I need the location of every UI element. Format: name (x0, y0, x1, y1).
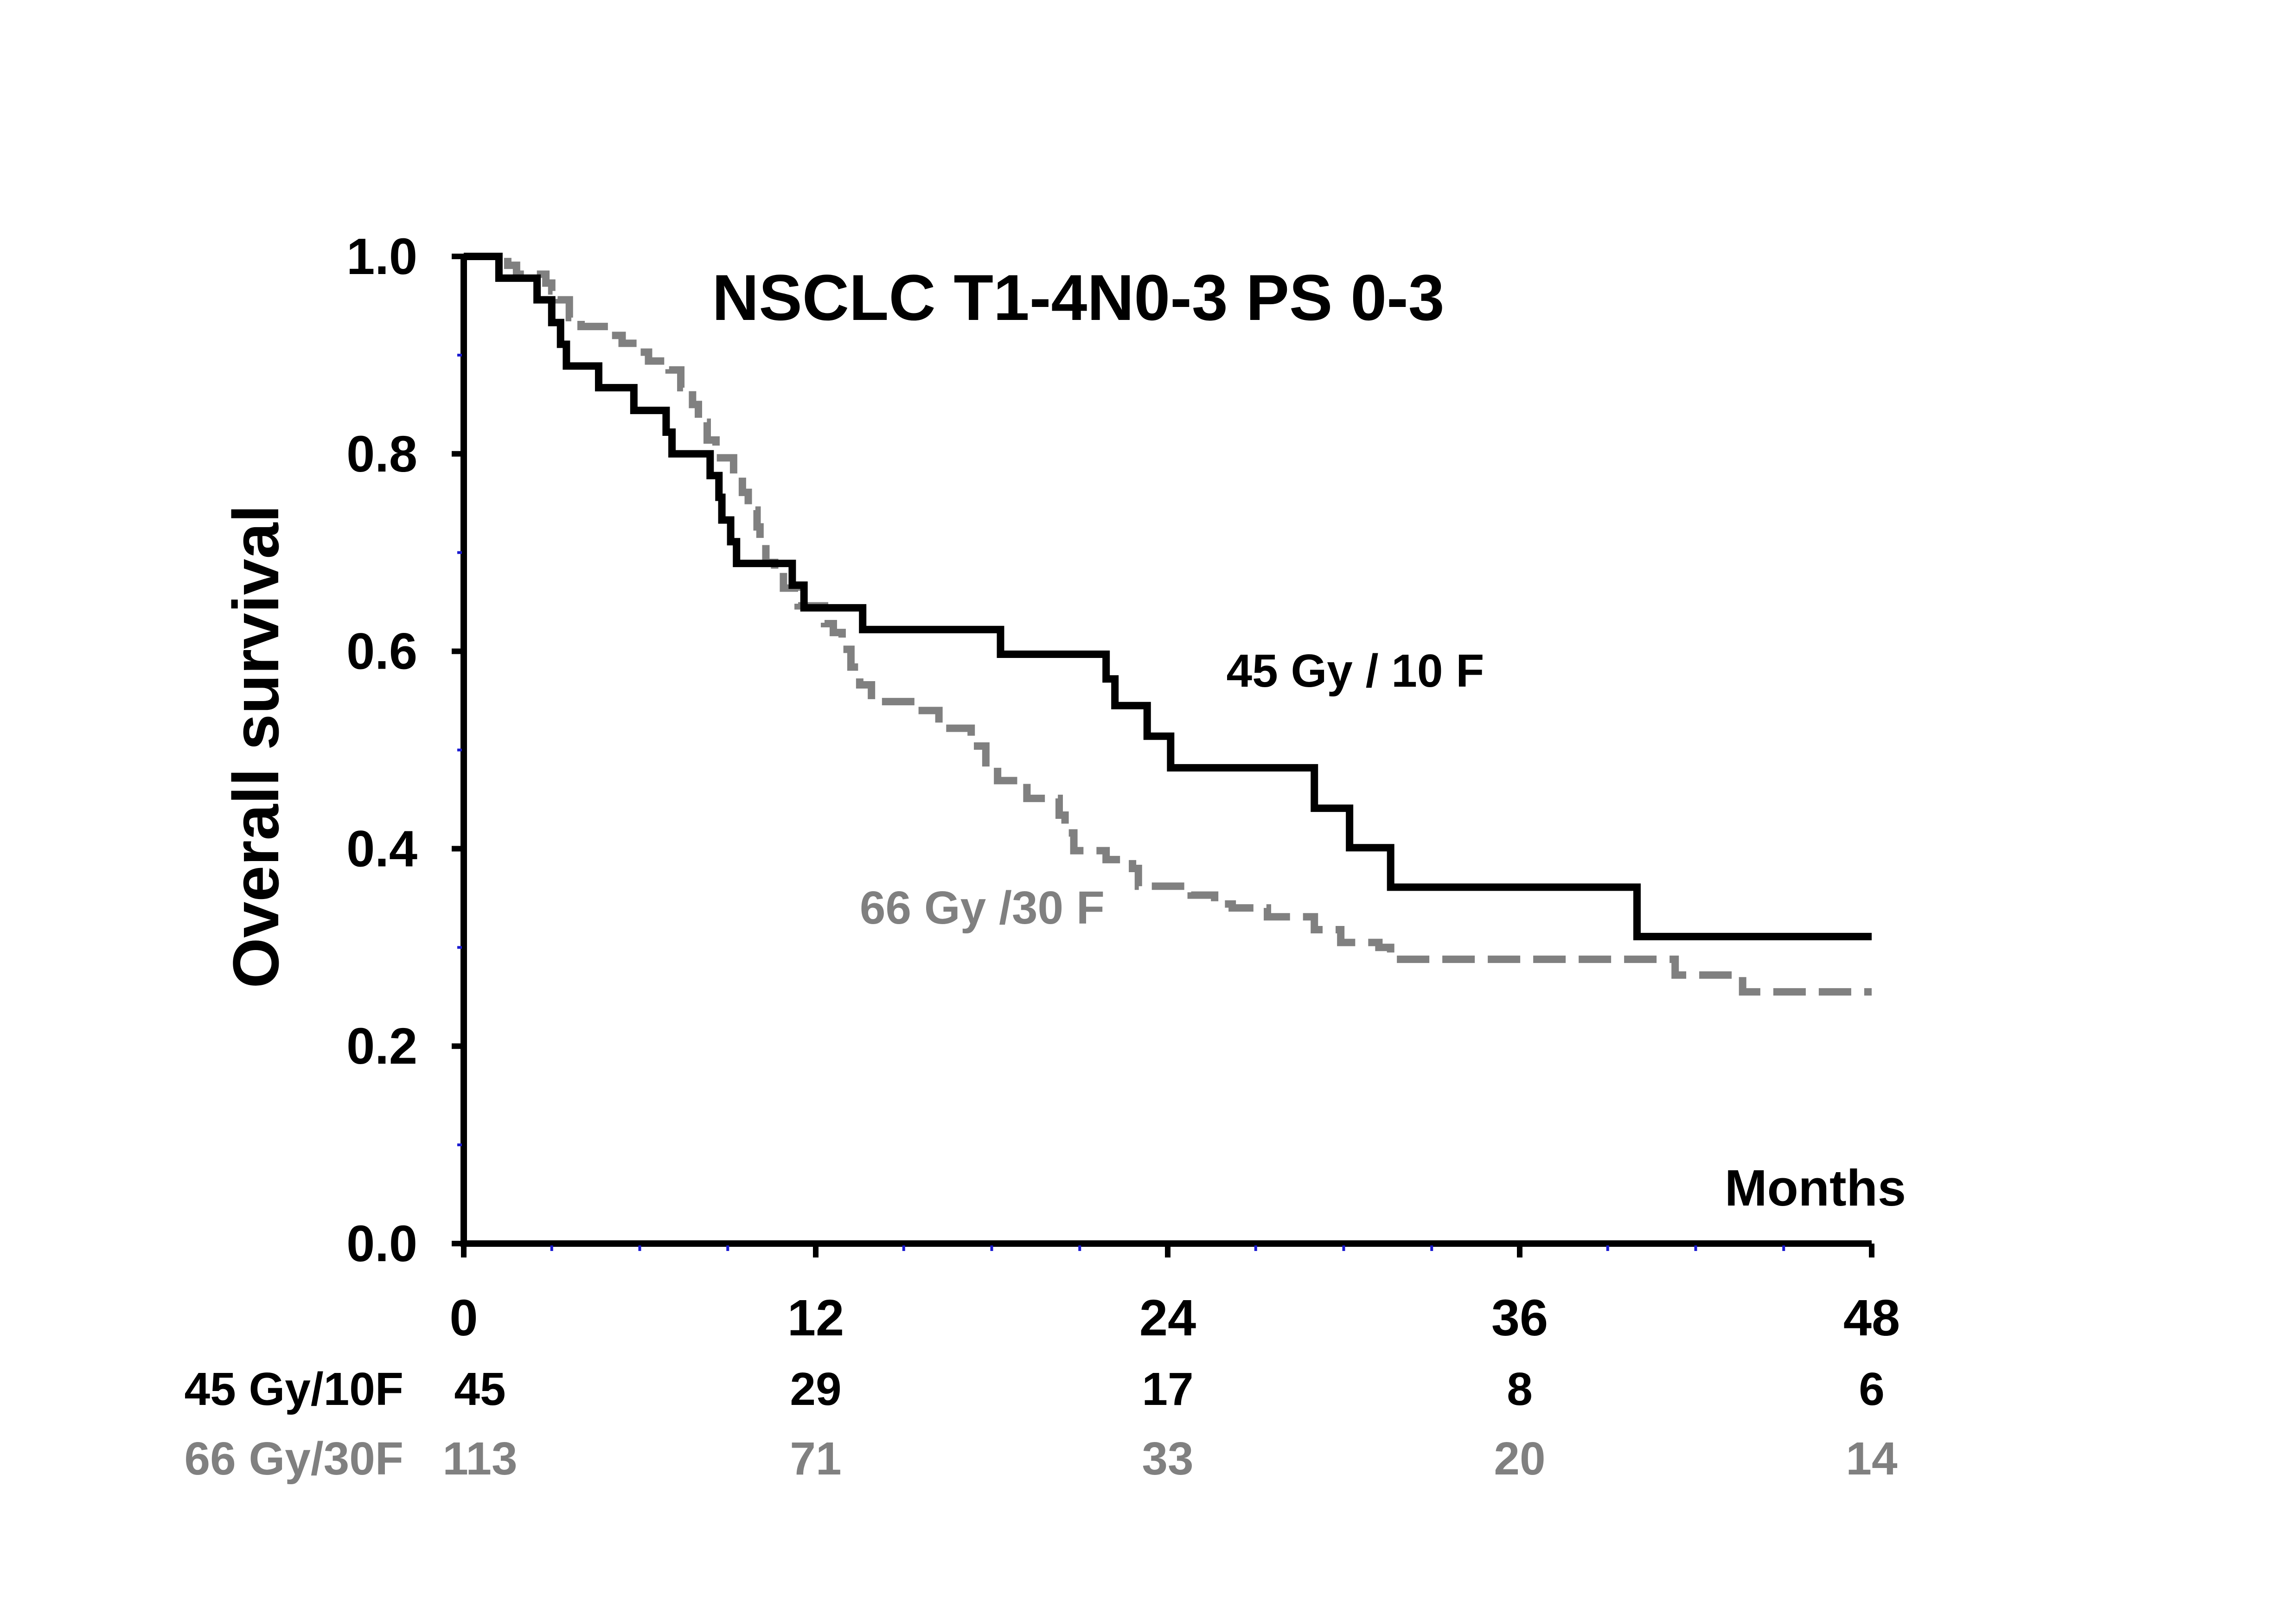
risk-value: 14 (1846, 1433, 1898, 1485)
x-major-ticks (461, 1244, 1874, 1257)
y-tick-label: 0.0 (346, 1215, 417, 1272)
x-tick-label: 24 (1139, 1289, 1196, 1347)
risk-value: 29 (790, 1363, 841, 1415)
series-label-66gy: 66 Gy /30 F (860, 882, 1105, 934)
series-45gy-10f-line (464, 253, 1872, 940)
x-tick-label: 48 (1843, 1289, 1900, 1347)
y-tick-label: 0.8 (346, 426, 417, 483)
risk-value: 8 (1507, 1363, 1533, 1415)
y-axis-title: Overall survival (219, 505, 292, 989)
series-label-45gy: 45 Gy / 10 F (1227, 645, 1484, 697)
risk-value: 17 (1142, 1363, 1193, 1415)
x-tick-label: 12 (787, 1289, 844, 1347)
risk-value: 20 (1494, 1433, 1545, 1485)
y-tick-label: 1.0 (346, 228, 417, 285)
y-minor-ticks (457, 353, 462, 1147)
y-tick-labels: 0.0 0.2 0.4 0.6 0.8 1.0 (346, 228, 417, 1272)
x-tick-labels: 0 12 24 36 48 (449, 1289, 1900, 1347)
y-tick-label: 0.2 (346, 1018, 417, 1075)
risk-row-label: 66 Gy/30F (184, 1433, 403, 1485)
y-tick-label: 0.4 (346, 820, 417, 877)
y-major-ticks (452, 254, 464, 1246)
risk-value: 71 (790, 1433, 841, 1485)
x-minor-ticks (550, 1245, 1785, 1251)
x-axis-title: Months (1725, 1160, 1906, 1217)
series-66gy-30f-line (464, 253, 1872, 996)
chart-title: NSCLC T1-4N0-3 PS 0-3 (712, 261, 1444, 334)
risk-value: 33 (1142, 1433, 1193, 1485)
risk-value: 113 (442, 1433, 517, 1485)
risk-value: 45 (454, 1363, 505, 1415)
risk-row-label: 45 Gy/10F (184, 1363, 403, 1415)
x-tick-label: 0 (449, 1289, 478, 1347)
x-tick-label: 36 (1491, 1289, 1548, 1347)
y-tick-label: 0.6 (346, 623, 417, 680)
risk-value: 6 (1859, 1363, 1885, 1415)
number-at-risk-table: 45 Gy/10F 45 29 17 8 6 66 Gy/30F 113 71 33 20 14 (184, 1363, 1898, 1485)
